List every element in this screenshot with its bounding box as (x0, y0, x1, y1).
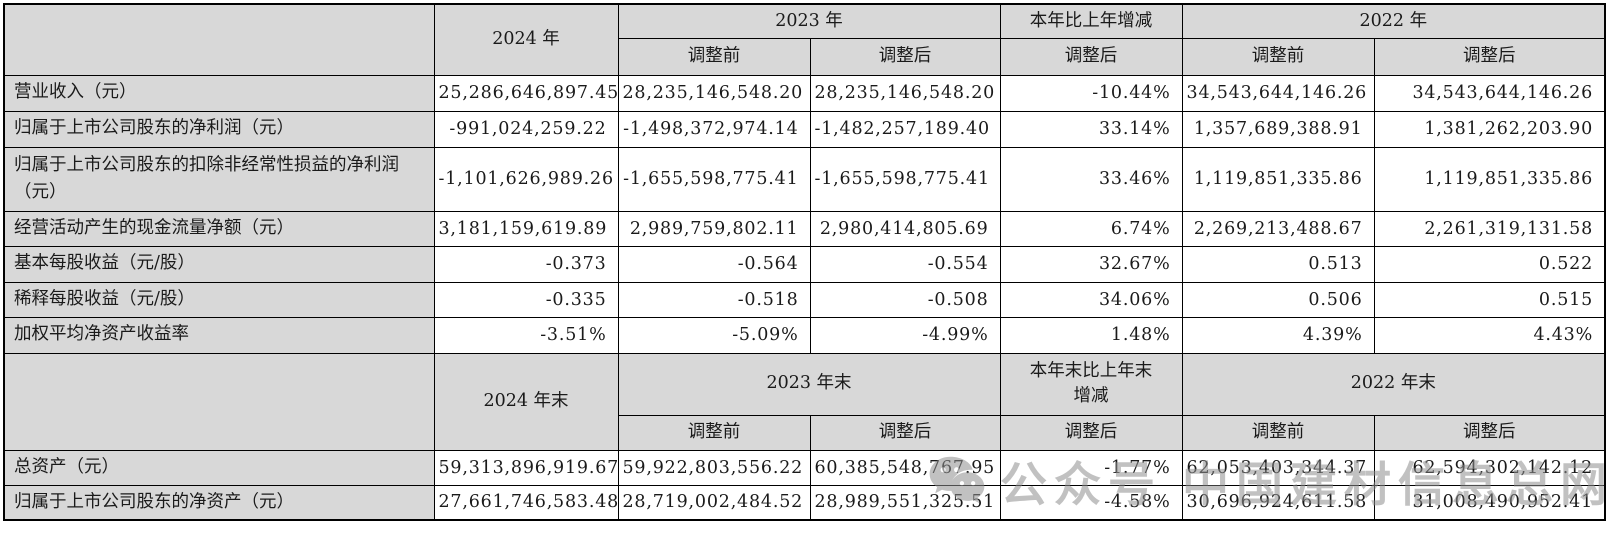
cell-value: 6.74% (999, 210, 1183, 247)
corner-cell (3, 3, 435, 76)
table-row: 基本每股收益（元/股） -0.373 -0.564 -0.554 32.67% … (3, 245, 1606, 283)
cell-value: 0.513 (1181, 245, 1375, 283)
cell-value: 28,989,551,325.51 (809, 484, 1001, 521)
table-header-row-yearend: 2024 年末 2023 年末 本年末比上年末增减 2022 年末 (3, 352, 1606, 451)
cell-value: 34,543,644,146.26 (1373, 74, 1606, 112)
cell-value: 1,119,851,335.86 (1373, 146, 1606, 212)
row-label: 基本每股收益（元/股） (3, 245, 435, 283)
cell-value: 1,119,851,335.86 (1181, 146, 1375, 212)
key-financials-table: 2024 年 2023 年 本年比上年增减 2022 年 调整前 调整后 调整后… (3, 3, 1607, 521)
cell-value: 60,385,548,767.95 (809, 449, 1001, 486)
table-header-row-adjust: 调整前 调整后 调整后 调整前 调整后 (4, 414, 1606, 451)
cell-value: 3,181,159,619.89 (433, 210, 619, 247)
cell-value: 33.46% (999, 146, 1183, 212)
cell-value: -1,498,372,974.14 (617, 110, 811, 148)
cell-value: -4.58% (999, 484, 1183, 521)
subheader-2023-after: 调整后 (809, 37, 1001, 76)
row-label: 归属于上市公司股东的扣除非经常性损益的净利润（元） (3, 146, 435, 212)
cell-value: 28,235,146,548.20 (809, 74, 1001, 112)
table-row: 归属于上市公司股东的净利润（元） -991,024,259.22 -1,498,… (3, 110, 1606, 148)
cell-value: 30,696,924,611.58 (1181, 484, 1375, 521)
cell-value: -0.508 (809, 281, 1001, 318)
cell-value: 1,357,689,388.91 (1181, 110, 1375, 148)
cell-value: -0.373 (433, 245, 619, 283)
col-header-2024: 2024 年 (433, 3, 619, 76)
col-header-2024-end: 2024 年末 (433, 352, 619, 451)
cell-value: 1,381,262,203.90 (1373, 110, 1606, 148)
cell-value: -0.564 (617, 245, 811, 283)
col-header-2023-end: 2023 年末 (617, 352, 1001, 416)
table-row: 总资产（元） 59,313,896,919.67 59,922,803,556.… (3, 449, 1606, 486)
cell-value: -1,655,598,775.41 (617, 146, 811, 212)
subheader-2023-before: 调整前 (617, 37, 811, 76)
subheader-2022-end-before: 调整前 (1181, 414, 1375, 451)
col-header-2022: 2022 年 (1181, 3, 1606, 39)
table-header-row-years: 2024 年 2023 年 本年比上年增减 2022 年 (3, 3, 1606, 76)
cell-value: -3.51% (433, 316, 619, 354)
subheader-2022-end-after: 调整后 (1373, 414, 1606, 451)
cell-value: -0.335 (433, 281, 619, 318)
col-header-change: 本年比上年增减 (999, 3, 1183, 39)
table-row: 经营活动产生的现金流量净额（元） 3,181,159,619.89 2,989,… (3, 210, 1606, 247)
subheader-2023-end-before: 调整前 (617, 414, 811, 451)
cell-value: 0.522 (1373, 245, 1606, 283)
subheader-2023-end-after: 调整后 (809, 414, 1001, 451)
cell-value: 31,008,490,952.41 (1373, 484, 1606, 521)
subheader-2022-after: 调整后 (1373, 37, 1606, 76)
subheader-change-end-after: 调整后 (999, 414, 1183, 451)
table-row: 稀释每股收益（元/股） -0.335 -0.518 -0.508 34.06% … (3, 281, 1606, 318)
cell-value: -1,482,257,189.40 (809, 110, 1001, 148)
table-row: 归属于上市公司股东的净资产（元） 27,661,746,583.48 28,71… (3, 484, 1606, 521)
col-header-change-end: 本年末比上年末增减 (999, 352, 1183, 416)
cell-value: 33.14% (999, 110, 1183, 148)
cell-value: 28,719,002,484.52 (617, 484, 811, 521)
table-header-row-adjust: 调整前 调整后 调整后 调整前 调整后 (4, 37, 1606, 76)
cell-value: 1.48% (999, 316, 1183, 354)
cell-value: 34.06% (999, 281, 1183, 318)
cell-value: 32.67% (999, 245, 1183, 283)
cell-value: 34,543,644,146.26 (1181, 74, 1375, 112)
col-header-2023: 2023 年 (617, 3, 1001, 39)
row-label: 营业收入（元） (3, 74, 435, 112)
cell-value: 2,269,213,488.67 (1181, 210, 1375, 247)
cell-value: 28,235,146,548.20 (617, 74, 811, 112)
cell-value: 0.515 (1373, 281, 1606, 318)
corner-cell (3, 352, 435, 451)
row-label: 加权平均净资产收益率 (3, 316, 435, 354)
cell-value: 59,313,896,919.67 (433, 449, 619, 486)
cell-value: -1.77% (999, 449, 1183, 486)
cell-value: 25,286,646,897.45 (433, 74, 619, 112)
cell-value: -0.554 (809, 245, 1001, 283)
cell-value: -5.09% (617, 316, 811, 354)
cell-value: 62,053,403,344.37 (1181, 449, 1375, 486)
cell-value: 27,661,746,583.48 (433, 484, 619, 521)
subheader-2022-before: 调整前 (1181, 37, 1375, 76)
cell-value: 4.43% (1373, 316, 1606, 354)
row-label: 总资产（元） (3, 449, 435, 486)
cell-value: 2,261,319,131.58 (1373, 210, 1606, 247)
subheader-change-after: 调整后 (999, 37, 1183, 76)
table-row: 归属于上市公司股东的扣除非经常性损益的净利润（元） -1,101,626,989… (3, 146, 1606, 212)
row-label: 归属于上市公司股东的净资产（元） (3, 484, 435, 521)
cell-value: 2,989,759,802.11 (617, 210, 811, 247)
cell-value: 62,594,302,142.12 (1373, 449, 1606, 486)
table-row: 营业收入（元） 25,286,646,897.45 28,235,146,548… (3, 74, 1606, 112)
row-label: 归属于上市公司股东的净利润（元） (3, 110, 435, 148)
cell-value: 59,922,803,556.22 (617, 449, 811, 486)
cell-value: -1,655,598,775.41 (809, 146, 1001, 212)
cell-value: -991,024,259.22 (433, 110, 619, 148)
cell-value: -0.518 (617, 281, 811, 318)
col-header-2022-end: 2022 年末 (1181, 352, 1606, 416)
cell-value: -1,101,626,989.26 (433, 146, 619, 212)
table-row: 加权平均净资产收益率 -3.51% -5.09% -4.99% 1.48% 4.… (3, 316, 1606, 354)
cell-value: 0.506 (1181, 281, 1375, 318)
cell-value: 2,980,414,805.69 (809, 210, 1001, 247)
cell-value: -4.99% (809, 316, 1001, 354)
cell-value: 4.39% (1181, 316, 1375, 354)
row-label: 经营活动产生的现金流量净额（元） (3, 210, 435, 247)
row-label: 稀释每股收益（元/股） (3, 281, 435, 318)
cell-value: -10.44% (999, 74, 1183, 112)
